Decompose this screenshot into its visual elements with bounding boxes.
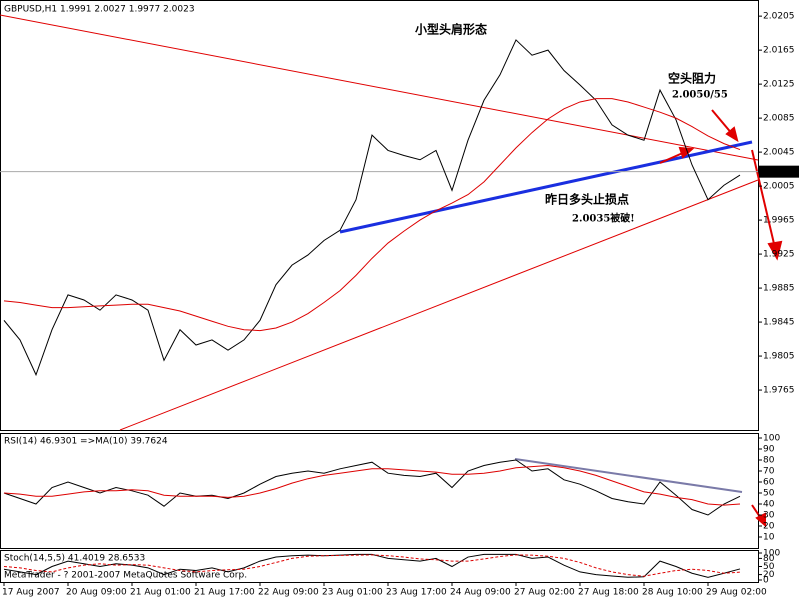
series-line: [3, 98, 741, 332]
series-line: [3, 464, 741, 506]
x-tick-label: 21 Aug 17:00: [194, 588, 255, 598]
y-tick-label: 2.0125: [763, 80, 795, 90]
arrows: [659, 109, 783, 528]
chart-title: GBPUSD,H1 1.9991 2.0027 1.9977 2.0023: [4, 5, 195, 15]
x-tick-label: 29 Aug 02:00: [706, 588, 767, 598]
x-tick-label: 27 Aug 02:00: [514, 588, 575, 598]
x-tick-label: 17 Aug 2007: [2, 588, 60, 598]
x-tick-label: 20 Aug 09:00: [66, 588, 127, 598]
y-tick-label: 40: [763, 500, 775, 510]
annotation: 空头阻力: [668, 71, 716, 86]
y-tick-label: 2.0205: [763, 12, 795, 22]
x-tick-label: 28 Aug 10:00: [642, 588, 703, 598]
y-tick-label: 2.0085: [763, 114, 795, 124]
y-tick-label: 10: [763, 533, 775, 543]
arrow-head: [767, 240, 783, 261]
up-trendline: [119, 179, 759, 431]
y-tick-label: 2.0005: [763, 182, 795, 192]
y-tick-label: 70: [763, 467, 775, 477]
y-tick-label: 90: [763, 445, 775, 455]
y-tick-label: 1.9885: [763, 284, 795, 294]
last-price-box: [759, 165, 799, 178]
stoch-title: Stoch(14,5,5) 41.4019 28.6533: [4, 554, 145, 564]
x-tick-label: 23 Aug 01:00: [322, 588, 383, 598]
y-tick-label: 30: [763, 511, 775, 521]
y-tick-label: 100: [763, 549, 780, 559]
y-tick-label: 80: [763, 456, 775, 466]
rsi-trendline: [514, 458, 743, 493]
annotation: 2.0035被破!: [572, 212, 635, 225]
y-tick-label: 1.9925: [763, 250, 795, 260]
x-tick-label: 23 Aug 17:00: [386, 588, 447, 598]
series-line: [3, 553, 741, 578]
arrow-head: [725, 126, 739, 143]
rsi-title: RSI(14) 46.9301 =>MA(10) 39.7624: [4, 437, 168, 447]
annotation: 小型头肩形态: [415, 22, 487, 37]
y-tick-label: 20: [763, 570, 775, 580]
y-tick-label: 20: [763, 522, 775, 532]
y-tick-label: 1.9805: [763, 352, 795, 362]
x-tick-label: 27 Aug 18:00: [578, 588, 639, 598]
last-price-label: 2.0022: [762, 167, 794, 177]
x-tick-label: 24 Aug 09:00: [450, 588, 511, 598]
x-tick-label: 21 Aug 01:00: [130, 588, 191, 598]
arrow-head: [755, 512, 766, 528]
arrow: [659, 151, 686, 164]
y-tick-label: 0: [763, 576, 769, 586]
y-tick-label: 80: [763, 554, 775, 564]
y-tick-label: 1.9845: [763, 318, 795, 328]
annotation: 昨日多头止损点: [545, 192, 629, 207]
annotation: 2.0050/55: [672, 90, 728, 101]
footer: MetaTrader - ? 2001-2007 MetaQuotes Soft…: [4, 571, 247, 581]
y-tick-label: 2.0045: [763, 148, 795, 158]
series-line: [3, 39, 741, 377]
rsi-panel: [0, 433, 759, 549]
y-tick-label: 2.0165: [763, 46, 795, 56]
y-tick-label: 1.9965: [763, 216, 795, 226]
y-tick-label: 1.9765: [763, 386, 795, 396]
x-tick-label: 22 Aug 09:00: [258, 588, 319, 598]
main-panel: [0, 0, 759, 431]
y-tick-label: 100: [763, 434, 780, 444]
arrow: [751, 149, 776, 249]
y-tick-label: 50: [763, 489, 775, 499]
series-line: [3, 554, 741, 577]
y-tick-label: 50: [763, 562, 775, 572]
y-tick-label: 60: [763, 478, 775, 488]
